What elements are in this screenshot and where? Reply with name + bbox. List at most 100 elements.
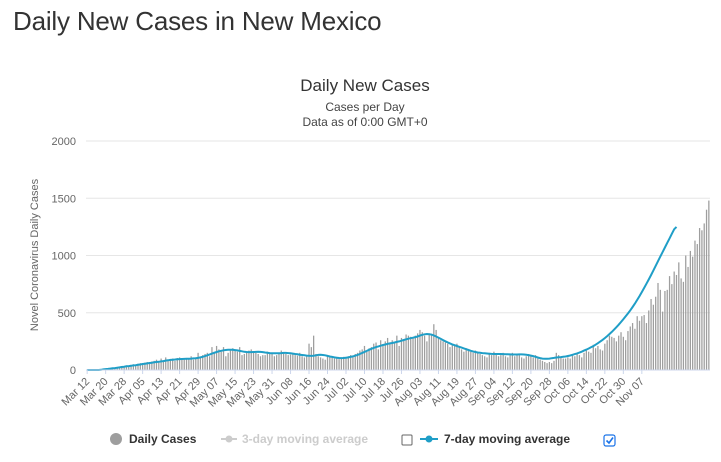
bar bbox=[497, 356, 500, 370]
bar bbox=[620, 332, 622, 370]
bar bbox=[199, 357, 202, 370]
bar bbox=[349, 355, 352, 370]
bar bbox=[447, 343, 449, 370]
bar bbox=[705, 209, 708, 370]
bar bbox=[421, 332, 423, 370]
bar bbox=[222, 347, 225, 370]
bar bbox=[511, 352, 514, 370]
bar bbox=[169, 359, 171, 370]
bar bbox=[576, 353, 578, 370]
bar bbox=[375, 342, 377, 370]
bar bbox=[202, 355, 204, 370]
bar bbox=[530, 356, 532, 370]
bar bbox=[384, 341, 386, 370]
bar bbox=[486, 357, 488, 370]
bar bbox=[405, 334, 407, 370]
bar bbox=[250, 349, 252, 370]
bar bbox=[562, 358, 564, 370]
bar bbox=[638, 320, 641, 370]
bar bbox=[641, 316, 643, 370]
bar bbox=[190, 356, 192, 370]
bar bbox=[481, 355, 483, 370]
bar bbox=[435, 329, 437, 370]
bar bbox=[564, 358, 567, 370]
legend-item-7-day-average[interactable]: 7-day moving average bbox=[420, 432, 570, 446]
bar bbox=[294, 355, 296, 370]
bar bbox=[245, 352, 248, 370]
bar bbox=[592, 344, 594, 370]
bar bbox=[354, 353, 356, 370]
bar bbox=[578, 355, 581, 370]
bar bbox=[504, 356, 507, 370]
bar bbox=[708, 200, 710, 370]
bar bbox=[521, 357, 523, 370]
bar bbox=[442, 341, 444, 370]
legend-item-daily-cases[interactable]: Daily Cases bbox=[110, 432, 197, 446]
bar bbox=[664, 290, 666, 370]
chart-title: Daily New Cases bbox=[300, 76, 429, 95]
bar bbox=[477, 352, 479, 370]
bar bbox=[594, 348, 597, 370]
bar bbox=[465, 348, 467, 370]
bar bbox=[606, 340, 608, 370]
bar bbox=[507, 357, 509, 370]
bar bbox=[248, 350, 250, 370]
bar bbox=[331, 356, 333, 370]
bar bbox=[557, 355, 560, 370]
bar bbox=[694, 240, 696, 370]
legend: Daily Cases 3-day moving average 7-day m… bbox=[110, 432, 616, 447]
bar bbox=[585, 350, 587, 370]
bar bbox=[430, 334, 433, 370]
bar bbox=[604, 343, 606, 370]
bar bbox=[220, 351, 222, 370]
bar bbox=[206, 352, 208, 370]
bar bbox=[618, 335, 620, 370]
bar bbox=[377, 349, 379, 370]
bar bbox=[516, 353, 518, 370]
bar bbox=[368, 348, 370, 370]
legend-label-7-day-average: 7-day moving average bbox=[444, 432, 570, 446]
checkbox-3-day-average[interactable] bbox=[401, 434, 413, 446]
bar bbox=[636, 316, 638, 370]
y-axis-label: Novel Coronavirus Daily Cases bbox=[29, 178, 41, 331]
bar bbox=[165, 357, 167, 370]
bar bbox=[172, 358, 174, 370]
bar bbox=[289, 354, 292, 370]
bar-series bbox=[100, 200, 710, 370]
bar bbox=[608, 335, 611, 370]
bar bbox=[361, 349, 363, 370]
bar bbox=[407, 335, 410, 370]
bar bbox=[453, 345, 456, 370]
checkbox-7-day-average[interactable] bbox=[603, 434, 616, 447]
bar bbox=[280, 350, 282, 370]
bar bbox=[666, 289, 668, 370]
bar bbox=[225, 356, 227, 370]
bar bbox=[363, 345, 366, 370]
bar bbox=[292, 353, 294, 370]
bar bbox=[192, 359, 195, 370]
bar bbox=[502, 352, 504, 370]
bar bbox=[340, 358, 343, 370]
bar bbox=[301, 356, 303, 370]
bar bbox=[484, 356, 486, 370]
bar bbox=[128, 365, 130, 370]
bar bbox=[472, 352, 474, 370]
bar bbox=[470, 351, 472, 370]
y-tick-label: 1000 bbox=[52, 251, 76, 263]
bar bbox=[185, 358, 188, 370]
legend-item-3-day-average[interactable]: 3-day moving average bbox=[221, 432, 368, 446]
bar bbox=[264, 355, 266, 370]
bar bbox=[393, 342, 396, 370]
bar bbox=[569, 358, 571, 370]
bar bbox=[648, 310, 650, 370]
bar bbox=[333, 358, 336, 370]
bar bbox=[396, 335, 398, 370]
bar bbox=[629, 326, 631, 370]
bar bbox=[458, 347, 460, 370]
checkbox-7-day-box bbox=[603, 434, 616, 447]
bar bbox=[174, 360, 176, 370]
y-tick-label: 0 bbox=[70, 365, 76, 377]
bar bbox=[668, 276, 671, 370]
bar bbox=[555, 352, 557, 370]
bar bbox=[313, 335, 315, 370]
